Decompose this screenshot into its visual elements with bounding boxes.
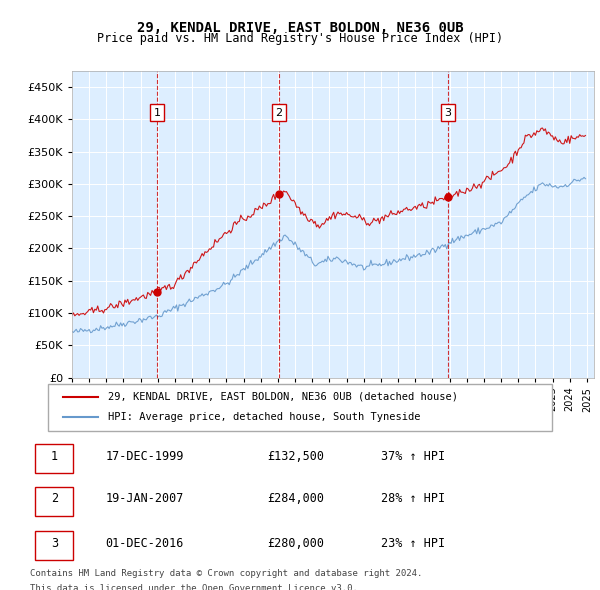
Text: 28% ↑ HPI: 28% ↑ HPI xyxy=(381,493,445,506)
Text: 1: 1 xyxy=(154,108,161,118)
Text: 23% ↑ HPI: 23% ↑ HPI xyxy=(381,536,445,549)
Text: £284,000: £284,000 xyxy=(268,493,325,506)
Text: 29, KENDAL DRIVE, EAST BOLDON, NE36 0UB (detached house): 29, KENDAL DRIVE, EAST BOLDON, NE36 0UB … xyxy=(109,392,458,402)
Text: 2: 2 xyxy=(275,108,283,118)
FancyBboxPatch shape xyxy=(35,444,73,473)
FancyBboxPatch shape xyxy=(35,532,73,560)
FancyBboxPatch shape xyxy=(35,487,73,516)
Text: Price paid vs. HM Land Registry's House Price Index (HPI): Price paid vs. HM Land Registry's House … xyxy=(97,32,503,45)
Text: 1: 1 xyxy=(51,450,58,463)
Text: This data is licensed under the Open Government Licence v3.0.: This data is licensed under the Open Gov… xyxy=(30,584,358,590)
Text: 29, KENDAL DRIVE, EAST BOLDON, NE36 0UB: 29, KENDAL DRIVE, EAST BOLDON, NE36 0UB xyxy=(137,21,463,35)
Text: £280,000: £280,000 xyxy=(268,536,325,549)
Text: 19-JAN-2007: 19-JAN-2007 xyxy=(106,493,184,506)
Text: 3: 3 xyxy=(445,108,452,118)
Text: 17-DEC-1999: 17-DEC-1999 xyxy=(106,450,184,463)
Text: 2: 2 xyxy=(51,493,58,506)
Text: £132,500: £132,500 xyxy=(268,450,325,463)
Text: Contains HM Land Registry data © Crown copyright and database right 2024.: Contains HM Land Registry data © Crown c… xyxy=(30,569,422,578)
Text: 37% ↑ HPI: 37% ↑ HPI xyxy=(381,450,445,463)
FancyBboxPatch shape xyxy=(48,384,552,431)
Text: 3: 3 xyxy=(51,536,58,549)
Text: HPI: Average price, detached house, South Tyneside: HPI: Average price, detached house, Sout… xyxy=(109,412,421,422)
Text: 01-DEC-2016: 01-DEC-2016 xyxy=(106,536,184,549)
